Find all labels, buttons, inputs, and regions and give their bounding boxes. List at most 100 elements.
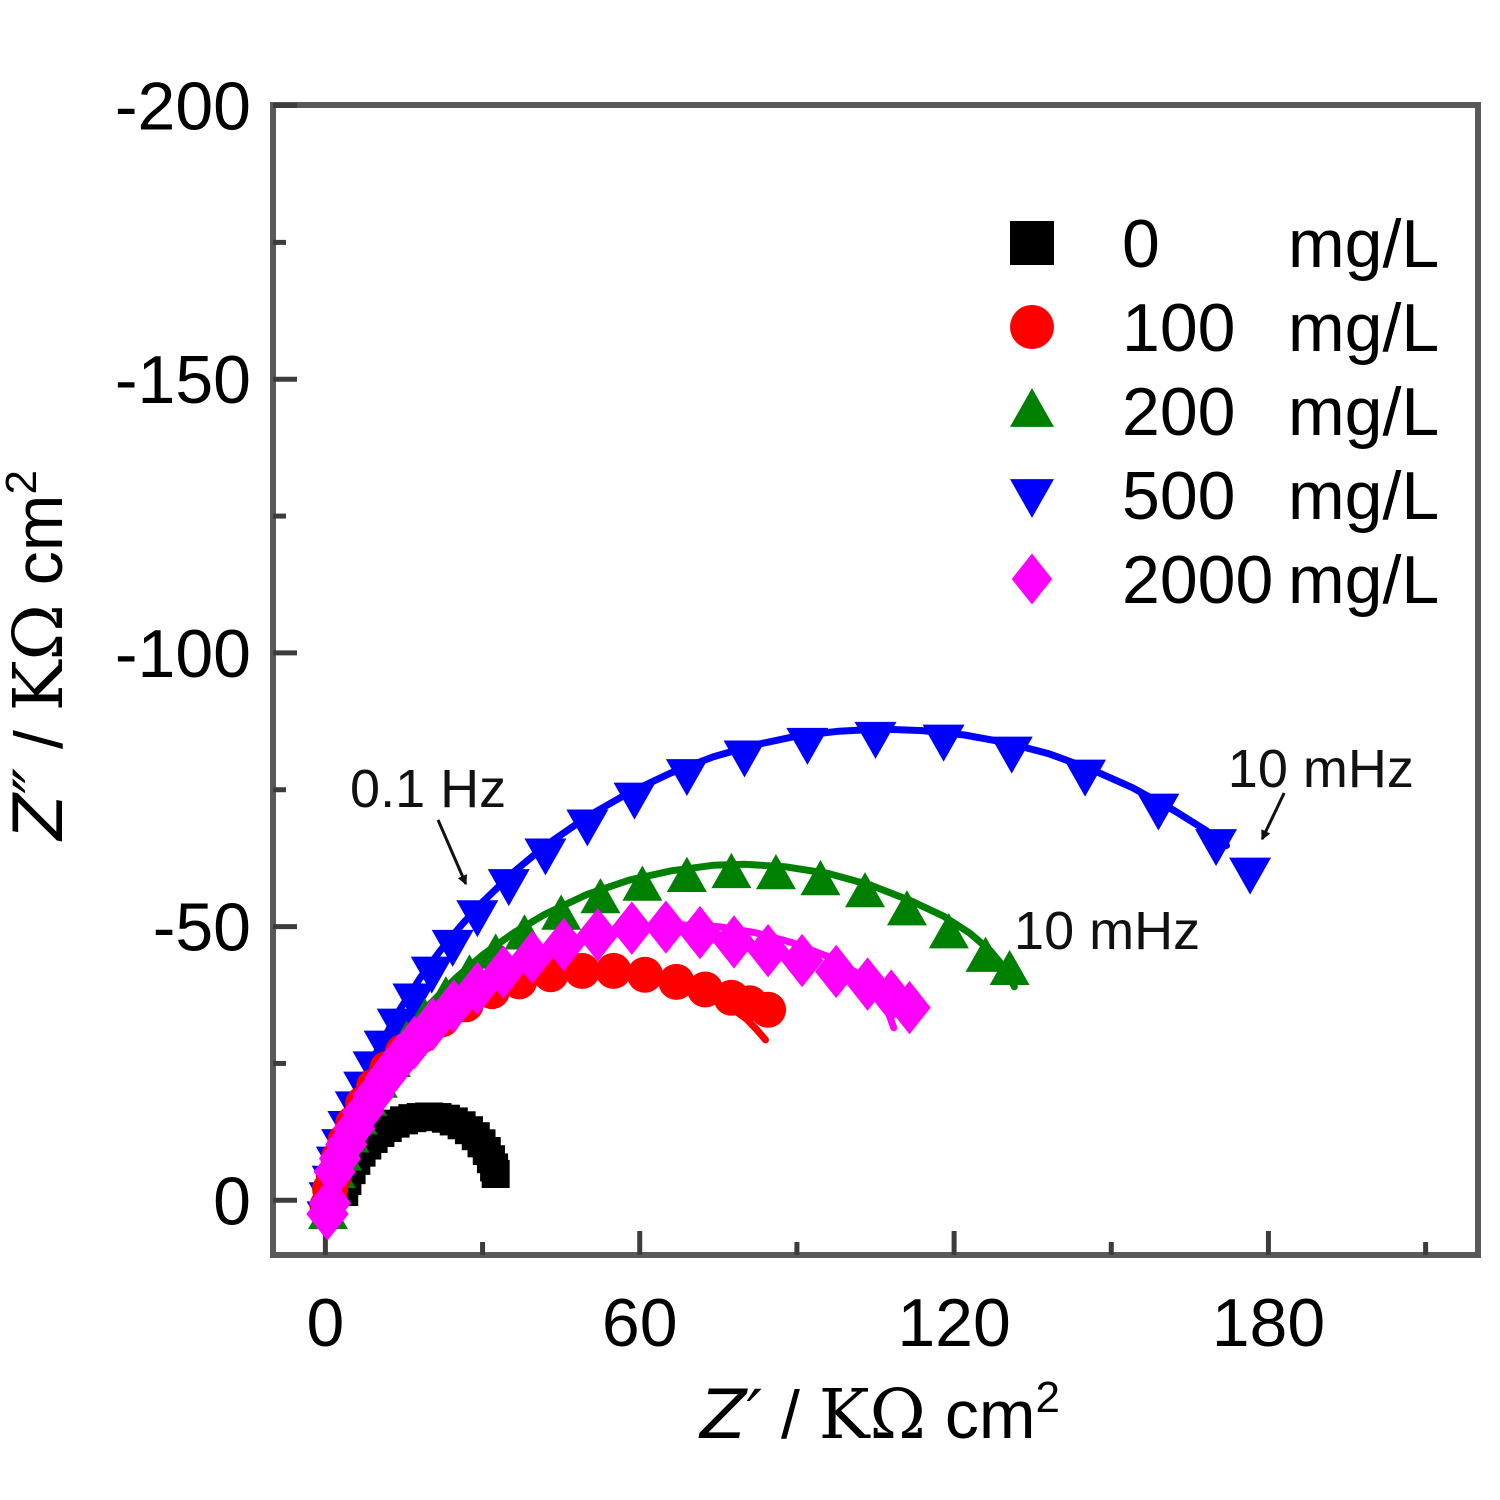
legend-unit: mg/L <box>1288 458 1439 534</box>
data-point-marker <box>410 956 453 994</box>
series-2000-mg-L <box>306 900 931 1241</box>
data-point-marker <box>524 838 567 876</box>
data-point-marker <box>711 852 752 889</box>
data-point-marker <box>886 890 927 926</box>
data-point-marker <box>622 865 663 901</box>
legend-unit: mg/L <box>1288 290 1439 366</box>
x-axis: 0 60 120 180 <box>306 1231 1429 1361</box>
data-point-marker <box>566 809 609 847</box>
data-point-marker <box>786 727 829 765</box>
data-point-marker <box>712 915 756 969</box>
legend-marker <box>1010 305 1054 349</box>
x-tick-label: 60 <box>602 1285 678 1361</box>
legend-unit: mg/L <box>1288 206 1439 282</box>
data-point-marker <box>393 1015 436 1070</box>
data-point-marker <box>1137 793 1180 831</box>
data-point-marker <box>392 983 435 1021</box>
legend-value: 2000 <box>1122 542 1273 618</box>
legend-item-200-mg-L: 200 mg/L <box>1010 374 1439 450</box>
data-point-marker <box>989 949 1030 986</box>
legend-item-2000-mg-L: 2000 mg/L <box>1011 542 1439 618</box>
data-point-marker <box>1064 759 1107 797</box>
legend-marker <box>1010 388 1054 427</box>
data-point-marker <box>1229 857 1272 895</box>
plot-border <box>270 102 1481 1258</box>
annotation-arrow <box>1260 792 1286 841</box>
data-point-marker <box>644 900 688 954</box>
y-tick-label: -150 <box>115 342 251 418</box>
y-tick-label: 0 <box>213 1163 251 1239</box>
data-point-marker <box>666 856 707 892</box>
legend-marker <box>1011 553 1053 605</box>
data-point-marker <box>922 724 965 762</box>
data-point-marker <box>665 759 708 797</box>
legend-marker <box>1010 221 1054 265</box>
data-point-marker <box>678 905 722 960</box>
data-point-marker <box>352 1068 395 1122</box>
data-point-marker <box>965 936 1006 972</box>
legend-value: 100 <box>1122 290 1235 366</box>
y-tick-label: -200 <box>115 69 251 145</box>
x-tick-label: 0 <box>306 1285 344 1361</box>
data-point-marker <box>431 929 474 967</box>
data-point-marker <box>595 952 632 989</box>
annotation-text: 10 mHz <box>1228 739 1414 799</box>
data-point-marker <box>750 991 787 1028</box>
data-point-marker <box>482 945 525 999</box>
data-point-marker <box>746 923 790 978</box>
data-point-marker <box>308 1176 352 1230</box>
y-axis-title-text: Z″ / ΚΩ cm2 <box>0 470 79 842</box>
x-axis-title-text: Z′ / ΚΩ cm2 <box>698 1373 1060 1455</box>
data-point-marker <box>815 944 858 999</box>
data-point-marker <box>564 952 601 989</box>
data-point-marker <box>411 997 454 1051</box>
data-point-marker <box>928 913 969 949</box>
legend-unit: mg/L <box>1288 374 1439 450</box>
y-axis: 0 -50 -100 -150 -200 <box>115 69 297 1239</box>
data-point-marker <box>626 956 663 993</box>
data-point-marker <box>755 854 796 890</box>
annotation-arrow <box>436 819 468 886</box>
x-axis-title: Z′ / ΚΩ cm2 <box>698 1373 1060 1455</box>
data-point-marker <box>658 963 695 1000</box>
legend-value: 200 <box>1122 374 1235 450</box>
data-point-marker <box>481 1159 510 1188</box>
data-point-marker <box>990 736 1033 774</box>
data-point-marker <box>1195 829 1238 867</box>
data-point-marker <box>613 782 656 820</box>
annotation-text: 0.1 Hz <box>350 759 506 819</box>
data-point-marker <box>845 872 886 908</box>
data-point-marker <box>376 1008 419 1046</box>
legend-item-100-mg-L: 100 mg/L <box>1010 290 1439 366</box>
data-point-marker <box>780 933 824 988</box>
annotation-text: 10 mHz <box>1014 901 1200 961</box>
legend-item-500-mg-L: 500 mg/L <box>1010 458 1439 534</box>
data-point-marker <box>723 740 766 778</box>
plot-frame <box>270 102 1481 1258</box>
data-point-marker <box>542 917 585 972</box>
legend-item-0-mg-L: 0 mg/L <box>1010 206 1439 282</box>
data-point-marker <box>576 908 619 962</box>
y-tick-label: -50 <box>153 890 251 966</box>
data-point-marker <box>610 901 654 955</box>
x-tick-label: 120 <box>897 1285 1010 1361</box>
data-point-marker <box>487 869 530 907</box>
data-point-marker <box>511 930 554 984</box>
data-point-marker <box>456 900 499 938</box>
data-point-marker <box>456 961 499 1016</box>
data-point-marker <box>800 860 841 896</box>
annotations: 0.1 Hz 10 mHz 10 mHz <box>350 739 1414 961</box>
y-tick-label: -100 <box>115 616 251 692</box>
data-point-marker <box>854 721 897 759</box>
data-point-marker <box>888 980 931 1035</box>
legend-value: 500 <box>1122 458 1235 534</box>
legend-value: 0 <box>1122 206 1160 282</box>
data-point-marker <box>580 878 621 914</box>
legend-unit: mg/L <box>1288 542 1439 618</box>
x-tick-label: 180 <box>1212 1285 1325 1361</box>
legend-marker <box>1010 479 1054 518</box>
y-axis-title: Z″ / ΚΩ cm2 <box>0 470 79 842</box>
